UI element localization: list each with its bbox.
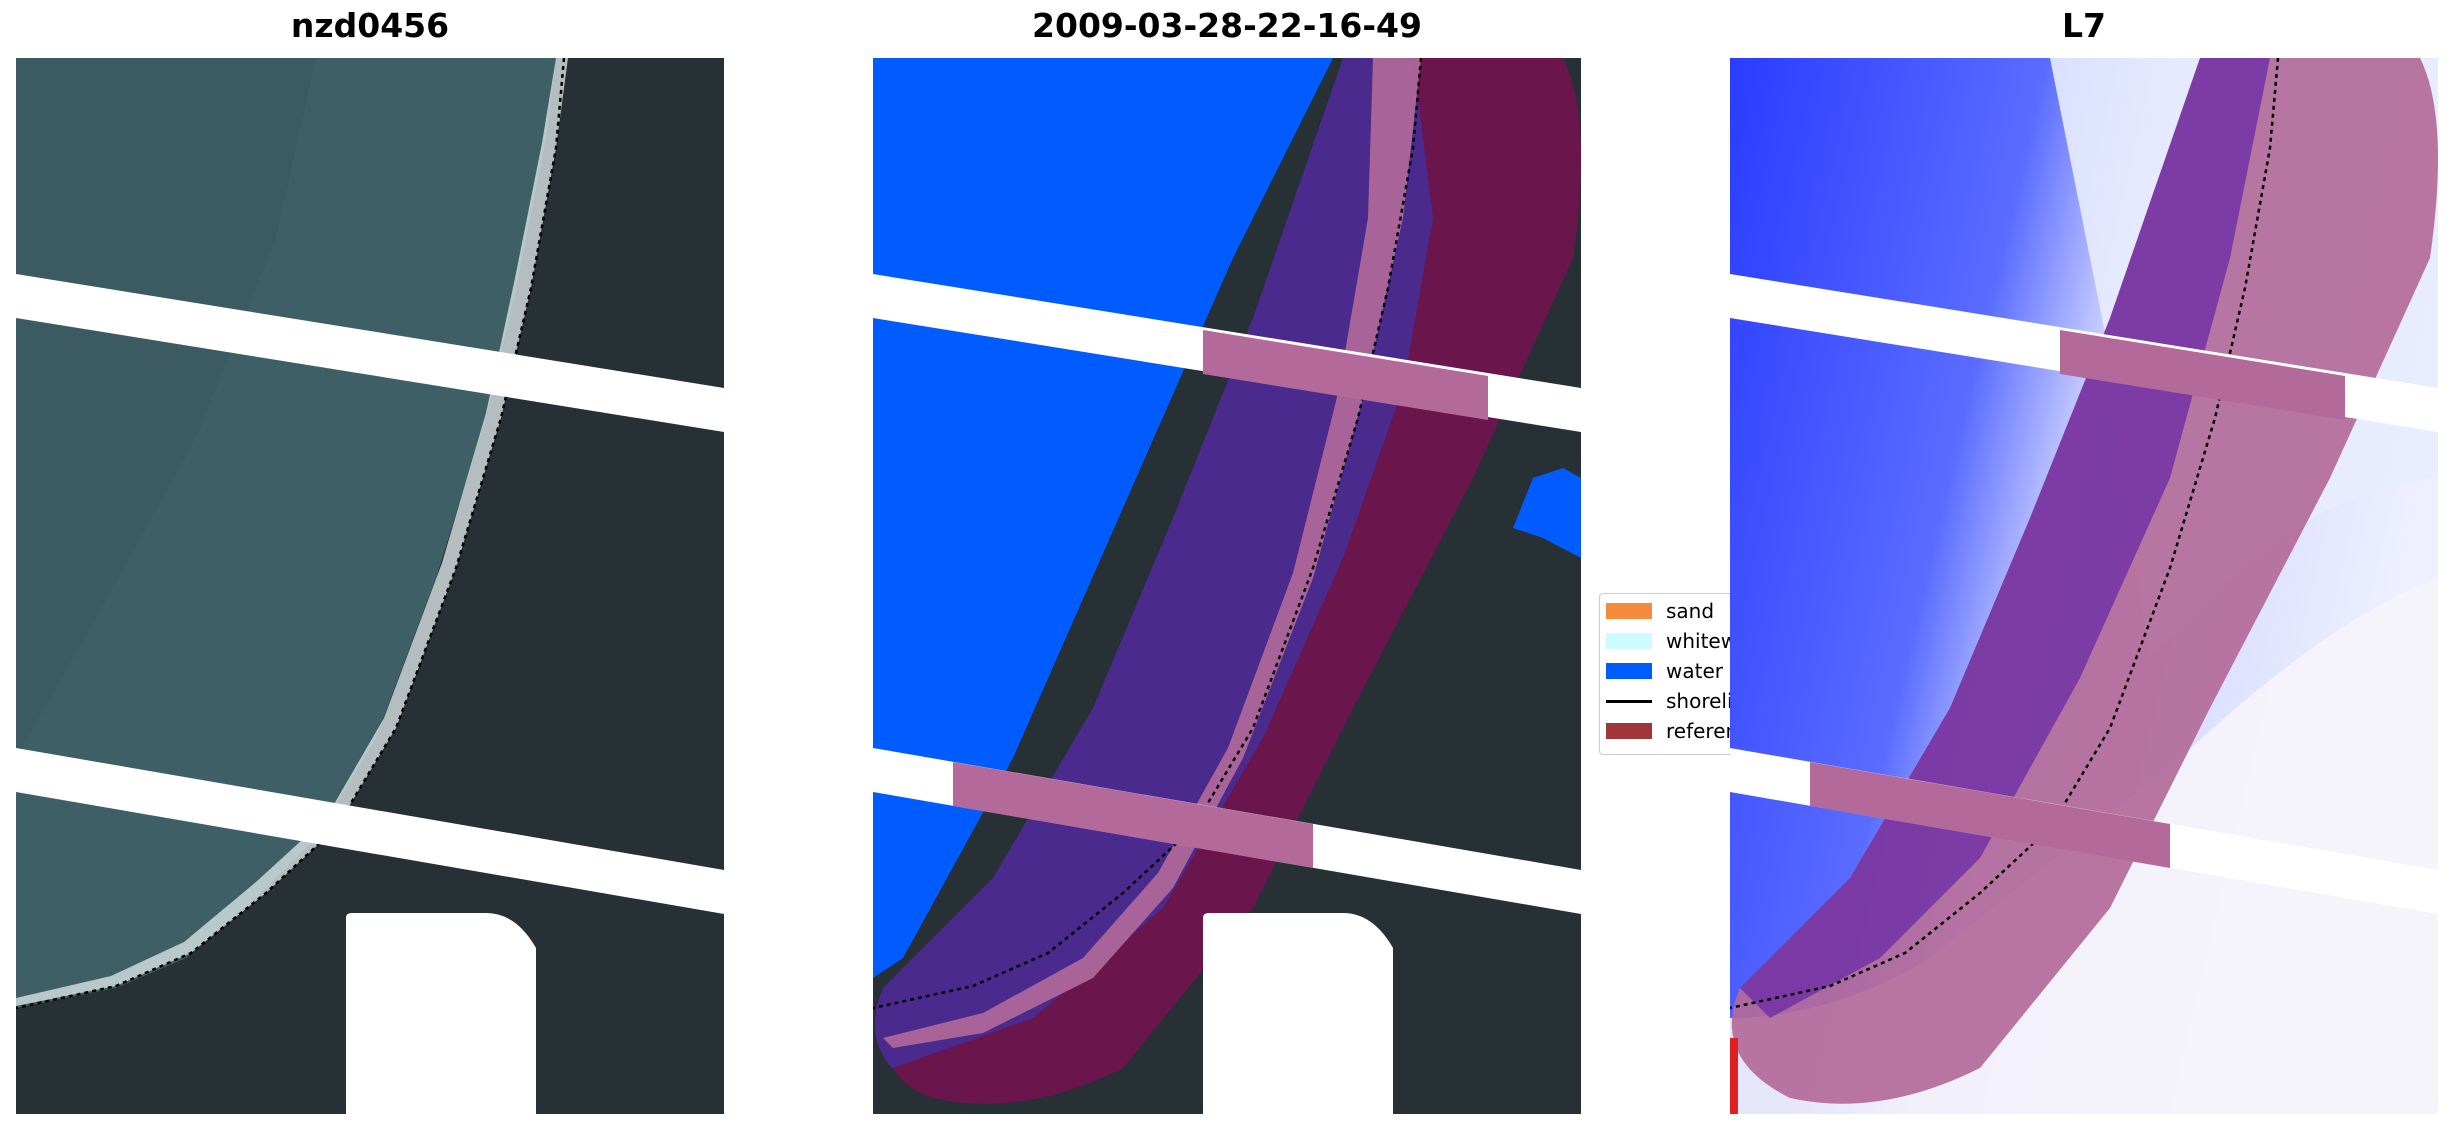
rgb-image-panel: [16, 58, 724, 1114]
legend-swatch-water: [1606, 663, 1652, 679]
legend-item-sand: sand: [1606, 598, 1714, 624]
index-red-edge: [1730, 1038, 1738, 1114]
reference-buffer-water-side: [874, 58, 1581, 1104]
index-image-panel: [1730, 58, 2438, 1114]
buffer-over-stripe-2: [953, 762, 1313, 868]
nodata-stripe-1: [16, 274, 724, 432]
classified-water-patch: [1513, 468, 1581, 558]
surf-band: [16, 58, 568, 1006]
legend-label-sand: sand: [1666, 599, 1715, 623]
nodata-block: [346, 913, 536, 1114]
shoreline-line: [873, 58, 1423, 1010]
buffer-over-stripe-1: [2060, 330, 2345, 420]
legend: sand whitewater water shoreline referenc…: [1599, 593, 1751, 755]
panel-title-rgb: nzd0456: [290, 6, 450, 45]
sand-whitewater-band: [883, 58, 1421, 1048]
buffer-over-stripe-1: [1203, 330, 1488, 420]
panel-title-index: L7: [2062, 6, 2106, 45]
legend-item-water: water: [1606, 658, 1723, 684]
legend-swatch-whitewater: [1606, 633, 1652, 649]
buffer-water-side: [1740, 58, 2270, 1018]
nodata-stripe-2: [16, 748, 724, 914]
sea-shade: [16, 58, 316, 758]
legend-label-water: water: [1666, 659, 1723, 683]
reference-buffer-land-side: [893, 58, 1581, 1104]
buffer-over-stripe-2: [1810, 762, 2170, 868]
panel-title-classified: 2009-03-28-22-16-49: [1032, 6, 1422, 45]
classified-image-panel: [873, 58, 1581, 1114]
legend-swatch-sand: [1606, 603, 1652, 619]
nodata-block: [1203, 913, 1393, 1114]
shoreline-line: [1730, 58, 2280, 1010]
classified-water-area: [873, 58, 1333, 978]
shoreline-line: [16, 58, 566, 1010]
legend-swatch-reference: [1606, 723, 1652, 739]
legend-line-shoreline: [1606, 699, 1652, 703]
